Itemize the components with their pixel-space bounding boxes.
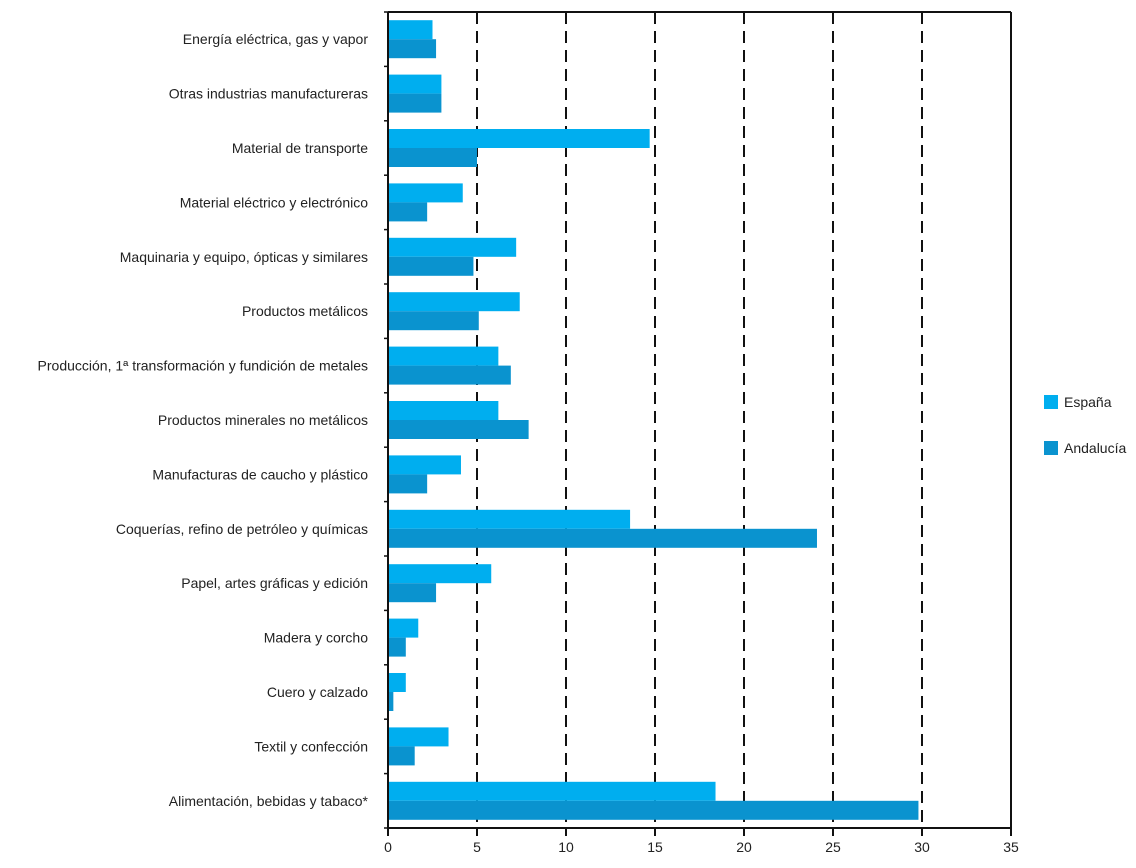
- bar-espana-12: [388, 673, 406, 692]
- category-label-4: Maquinaria y equipo, ópticas y similares: [120, 249, 368, 265]
- bar-espana-3: [388, 183, 463, 203]
- category-label-14: Alimentación, bebidas y tabaco*: [169, 793, 369, 809]
- bar-espana-11: [388, 618, 419, 638]
- category-label-10: Papel, artes gráficas y edición: [181, 575, 368, 591]
- x-tick-label-20: 20: [736, 839, 752, 855]
- bar-andalucia-3: [388, 202, 428, 222]
- bar-andalucia-14: [388, 800, 919, 820]
- category-label-13: Textil y confección: [254, 738, 368, 754]
- category-label-7: Productos minerales no metálicos: [158, 412, 368, 428]
- legend: España Andalucía: [1044, 392, 1126, 484]
- bar-andalucia-4: [388, 256, 474, 276]
- x-tick-label-10: 10: [558, 839, 574, 855]
- category-label-11: Madera y corcho: [264, 630, 368, 646]
- category-label-0: Energía eléctrica, gas y vapor: [183, 31, 369, 47]
- bar-andalucia-2: [388, 148, 477, 167]
- bar-espana-9: [388, 509, 631, 529]
- bar-andalucia-13: [388, 746, 415, 766]
- bar-andalucia-10: [388, 583, 437, 603]
- x-tick-label-25: 25: [825, 839, 841, 855]
- bar-espana-8: [388, 455, 461, 475]
- category-label-1: Otras industrias manufactureras: [169, 86, 368, 102]
- bar-espana-1: [388, 74, 442, 94]
- legend-label-espana: España: [1064, 394, 1112, 410]
- x-tick-label-0: 0: [384, 839, 392, 855]
- bar-espana-14: [388, 781, 716, 801]
- bar-andalucia-11: [388, 637, 406, 657]
- category-label-12: Cuero y calzado: [267, 684, 368, 700]
- bar-andalucia-5: [388, 311, 479, 331]
- bar-espana-13: [388, 727, 449, 747]
- x-tick-label-5: 5: [473, 839, 481, 855]
- bar-espana-5: [388, 292, 520, 312]
- category-label-5: Productos metálicos: [242, 303, 368, 319]
- x-tick-label-30: 30: [914, 839, 930, 855]
- bar-espana-4: [388, 237, 517, 257]
- bar-andalucia-9: [388, 528, 817, 548]
- x-tick-label-35: 35: [1003, 839, 1019, 855]
- legend-label-andalucia: Andalucía: [1064, 440, 1127, 456]
- category-label-2: Material de transporte: [232, 140, 368, 156]
- category-label-9: Coquerías, refino de petróleo y químicas: [116, 521, 368, 537]
- legend-swatch-espana: [1044, 395, 1058, 409]
- category-labels: Energía eléctrica, gas y vapor Otras indu…: [38, 31, 369, 809]
- legend-item-andalucia: Andalucía: [1044, 438, 1126, 458]
- bar-andalucia-7: [388, 420, 529, 439]
- bar-andalucia-1: [388, 93, 442, 113]
- category-label-3: Material eléctrico y electrónico: [180, 194, 369, 210]
- legend-item-espana: España: [1044, 392, 1126, 412]
- bars: [388, 20, 919, 820]
- tick-labels: 0 5 10 15 20 25 30 35: [384, 839, 1019, 855]
- category-label-8: Manufacturas de caucho y plástico: [152, 466, 368, 482]
- bar-andalucia-6: [388, 365, 511, 385]
- bar-andalucia-12: [388, 692, 394, 711]
- axes: [384, 11, 1012, 836]
- bar-espana-10: [388, 564, 492, 584]
- category-label-6: Producción, 1ª transformación y fundició…: [38, 358, 368, 374]
- bar-espana-7: [388, 401, 499, 420]
- x-tick-label-15: 15: [647, 839, 663, 855]
- bar-espana-0: [388, 20, 433, 40]
- legend-swatch-andalucia: [1044, 441, 1058, 455]
- bar-espana-6: [388, 346, 499, 366]
- bar-andalucia-8: [388, 474, 428, 494]
- bar-andalucia-0: [388, 39, 437, 59]
- bar-espana-2: [388, 129, 650, 148]
